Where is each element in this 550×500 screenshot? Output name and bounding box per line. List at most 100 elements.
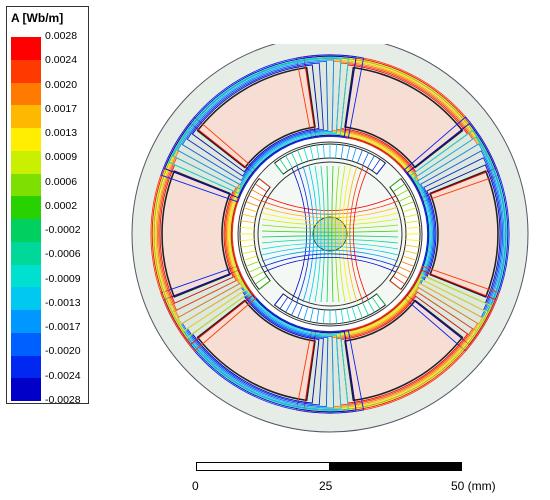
magnet-hatch bbox=[371, 158, 381, 172]
legend-swatch bbox=[11, 105, 41, 128]
legend-value: 0.0028 bbox=[45, 30, 78, 42]
magnet-hatch bbox=[303, 306, 309, 321]
legend-value: -0.0028 bbox=[45, 394, 81, 406]
magnet-hatch bbox=[248, 195, 262, 202]
flux-line bbox=[164, 55, 357, 199]
magnet-hatch bbox=[404, 213, 418, 218]
magnet-hatch bbox=[285, 299, 293, 313]
magnet-hatch bbox=[240, 226, 255, 229]
magnet-hatch bbox=[258, 178, 271, 188]
magnet-hatch bbox=[254, 183, 268, 193]
magnet-hatch bbox=[274, 162, 284, 175]
rotor-magnets bbox=[239, 143, 421, 325]
legend-swatch bbox=[11, 378, 41, 401]
rotor-field-line bbox=[296, 165, 311, 303]
legend-value: 0.0024 bbox=[45, 54, 78, 67]
rotor-field-line bbox=[261, 224, 399, 229]
magnet-hatch bbox=[400, 201, 415, 207]
magnet-hatch bbox=[242, 250, 256, 255]
rotor-field-line bbox=[331, 165, 334, 303]
legend-color-bar bbox=[11, 37, 41, 401]
magnet-hatch bbox=[279, 158, 289, 172]
magnet-hatch bbox=[392, 183, 406, 193]
legend-swatch bbox=[11, 332, 41, 356]
magnet-hatch bbox=[245, 201, 260, 207]
coil-slot bbox=[161, 170, 231, 298]
coil-slot bbox=[344, 299, 464, 402]
legend-value: -0.0009 bbox=[45, 272, 81, 285]
flux-line bbox=[159, 164, 234, 304]
magnet-hatch bbox=[395, 189, 409, 197]
magnet-hatch bbox=[340, 144, 344, 159]
magnet-hatch bbox=[245, 261, 260, 267]
magnet-hatch bbox=[309, 308, 314, 322]
flux-line bbox=[156, 150, 240, 318]
magnet-hatch bbox=[405, 226, 420, 229]
magnet-hatch bbox=[297, 304, 303, 319]
rotor-field-line bbox=[302, 165, 315, 303]
rotor-field-line bbox=[261, 242, 399, 250]
magnet-hatch bbox=[243, 255, 258, 261]
rotor-field-line bbox=[261, 194, 399, 211]
legend-swatch bbox=[11, 59, 41, 83]
rotor-field-line bbox=[261, 212, 399, 222]
magnet-hatch bbox=[335, 144, 338, 159]
magnet-hatch bbox=[389, 280, 402, 290]
flux-line bbox=[426, 164, 501, 304]
rotor-magnet bbox=[389, 177, 421, 291]
magnet-hatch bbox=[291, 302, 298, 316]
magnet-hatch bbox=[389, 178, 402, 188]
magnet-hatch bbox=[351, 147, 357, 162]
rotor-field-line bbox=[261, 253, 399, 268]
magnet-hatch bbox=[395, 271, 409, 279]
legend-swatch bbox=[11, 196, 41, 219]
magnet-hatch bbox=[291, 152, 298, 166]
magnet-hatch bbox=[309, 146, 314, 160]
magnet-hatch bbox=[248, 266, 262, 273]
legend-value: -0.0017 bbox=[45, 321, 81, 334]
flux-line bbox=[181, 60, 329, 181]
flux-line bbox=[192, 295, 320, 404]
rotor-shaft bbox=[312, 216, 348, 252]
scale-bar-white-segment bbox=[197, 463, 329, 470]
legend-swatch bbox=[11, 264, 41, 288]
rotor-field-line bbox=[261, 246, 399, 256]
rotor-field-line bbox=[290, 165, 307, 303]
flux-lines bbox=[150, 54, 510, 414]
flux-line bbox=[168, 57, 349, 194]
flux-line bbox=[417, 143, 505, 325]
rotor-field-line bbox=[261, 239, 399, 244]
stator-coils bbox=[161, 66, 499, 402]
rotor-field-line bbox=[345, 165, 358, 303]
magnet-hatch bbox=[398, 266, 412, 273]
legend-swatch bbox=[11, 150, 41, 174]
rotor-magnet bbox=[273, 143, 387, 175]
magnet-hatch bbox=[371, 296, 381, 310]
rotor-field-line bbox=[261, 206, 399, 219]
magnet-hatch bbox=[240, 244, 255, 248]
magnet-hatch bbox=[402, 255, 417, 261]
flux-line bbox=[340, 295, 468, 404]
flux-line bbox=[331, 60, 479, 181]
magnet-hatch bbox=[274, 293, 284, 306]
rotor-field-line bbox=[308, 165, 318, 303]
magnet-hatch bbox=[303, 147, 309, 162]
magnet-hatch bbox=[405, 244, 420, 248]
rotor-field-line bbox=[320, 165, 325, 303]
color-legend: A [Wb/m] 0.0028 0.0024 0.0020 0.0017 0.0013 0… bbox=[6, 6, 89, 406]
flux-line bbox=[158, 157, 237, 311]
magnet-hatch bbox=[340, 309, 344, 324]
flux-line bbox=[336, 62, 474, 177]
rotor bbox=[237, 141, 423, 327]
rotor-field-line bbox=[338, 165, 346, 303]
magnet-hatch bbox=[346, 308, 351, 322]
scale-bar-black-segment bbox=[329, 463, 461, 470]
magnet-hatch bbox=[392, 275, 406, 285]
legend-value: 0.0009 bbox=[45, 151, 78, 164]
scale-label-25: 25 bbox=[319, 479, 333, 493]
rotor-field-line bbox=[261, 230, 399, 233]
magnet-hatch bbox=[322, 309, 325, 324]
legend-swatch bbox=[11, 219, 41, 242]
legend-swatch bbox=[11, 173, 41, 197]
rotor-field-line bbox=[326, 165, 329, 303]
